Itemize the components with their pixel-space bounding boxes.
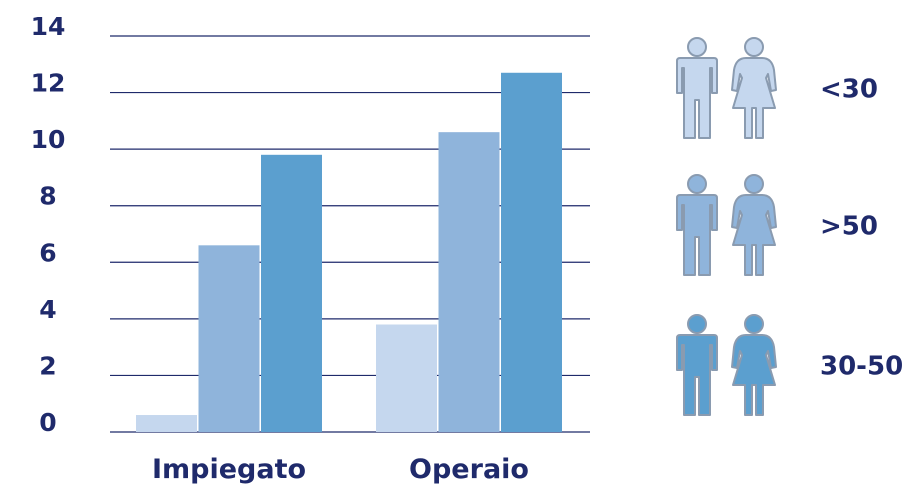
legend-label: <30 bbox=[820, 75, 878, 105]
woman-icon bbox=[731, 37, 777, 139]
bar-impiegato-2 bbox=[261, 154, 322, 433]
y-tick-label: 14 bbox=[31, 12, 66, 41]
y-tick-label: 12 bbox=[31, 69, 66, 98]
bar-operaio-0 bbox=[376, 324, 437, 432]
legend-item: >50 bbox=[676, 174, 878, 276]
y-tick-label: 0 bbox=[39, 408, 56, 437]
bar-operaio-2 bbox=[501, 72, 562, 433]
man-icon bbox=[676, 174, 718, 276]
category-label: Operaio bbox=[409, 454, 529, 485]
y-tick-label: 8 bbox=[39, 182, 56, 211]
category-labels: Impiegato Operaio bbox=[152, 454, 529, 485]
bar-impiegato-0 bbox=[136, 415, 197, 432]
y-tick-label: 2 bbox=[39, 351, 56, 380]
woman-icon bbox=[731, 174, 777, 276]
y-axis-ticks: 0 2 4 6 8 10 12 14 bbox=[31, 12, 66, 437]
legend-label: >50 bbox=[820, 212, 878, 242]
gridlines bbox=[110, 35, 590, 433]
legend: <30 >50 30-50 bbox=[676, 37, 903, 416]
legend-label: 30-50 bbox=[820, 352, 903, 382]
y-tick-label: 4 bbox=[39, 295, 56, 324]
man-icon bbox=[676, 314, 718, 416]
man-icon bbox=[676, 37, 718, 139]
y-tick-label: 6 bbox=[39, 238, 56, 267]
woman-icon bbox=[731, 314, 777, 416]
bars bbox=[136, 72, 562, 433]
category-label: Impiegato bbox=[152, 454, 306, 485]
bar-operaio-1 bbox=[438, 132, 500, 432]
legend-item: <30 bbox=[676, 37, 878, 139]
y-tick-label: 10 bbox=[31, 125, 66, 154]
legend-item: 30-50 bbox=[676, 314, 903, 416]
bar-impiegato-1 bbox=[198, 245, 260, 432]
